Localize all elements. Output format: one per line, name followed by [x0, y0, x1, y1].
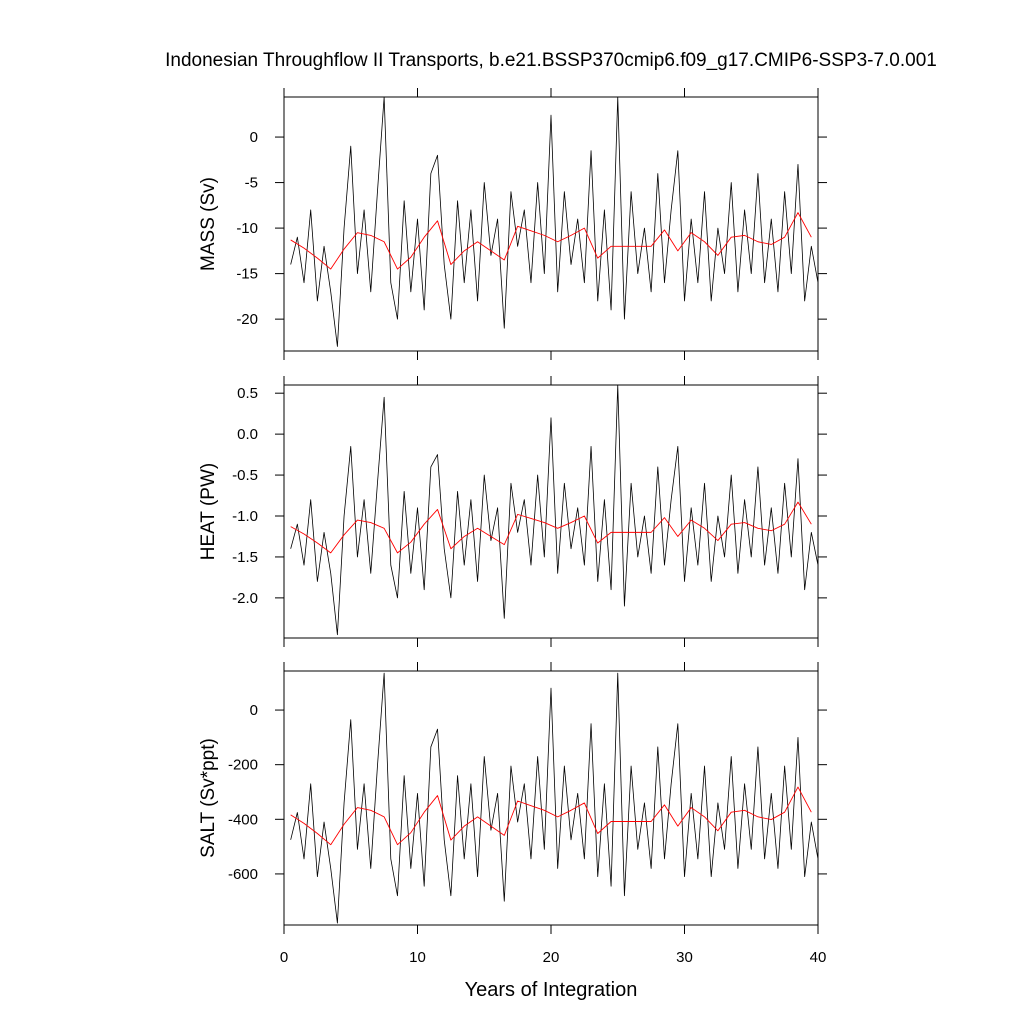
y-axis-label: SALT (Sv*ppt) [198, 738, 219, 858]
y-tick-label: -0.5 [232, 467, 258, 484]
y-tick-label: -1.0 [232, 508, 258, 525]
data-line [290, 212, 812, 270]
x-axis-label: Years of Integration [465, 979, 638, 1001]
x-tick-label: 40 [810, 949, 827, 966]
data-line [290, 384, 819, 636]
y-tick-label: -5 [245, 175, 258, 192]
y-tick-label: -1.5 [232, 549, 258, 566]
y-tick-label: -200 [228, 757, 258, 774]
chart-title: Indonesian Throughflow II Transports, b.… [165, 50, 937, 71]
y-tick-label: -600 [228, 866, 258, 883]
x-tick-label: 20 [543, 949, 560, 966]
y-tick-label: -10 [236, 220, 258, 237]
x-tick-label: 0 [280, 949, 288, 966]
y-tick-label: -15 [236, 266, 258, 283]
x-tick-label: 30 [676, 949, 693, 966]
data-line [290, 672, 819, 924]
data-line [290, 96, 819, 347]
y-tick-label: 0 [250, 129, 258, 146]
y-tick-label: -20 [236, 311, 258, 328]
y-tick-label: 0 [250, 702, 258, 719]
y-axis-label: HEAT (PW) [198, 463, 219, 560]
y-tick-label: -400 [228, 811, 258, 828]
data-line [290, 501, 812, 554]
data-line [290, 786, 812, 846]
y-tick-label: 0.5 [237, 385, 258, 402]
x-tick-label: 10 [409, 949, 426, 966]
y-tick-label: 0.0 [237, 426, 258, 443]
y-axis-label: MASS (Sv) [198, 177, 219, 271]
y-tick-label: -2.0 [232, 590, 258, 607]
